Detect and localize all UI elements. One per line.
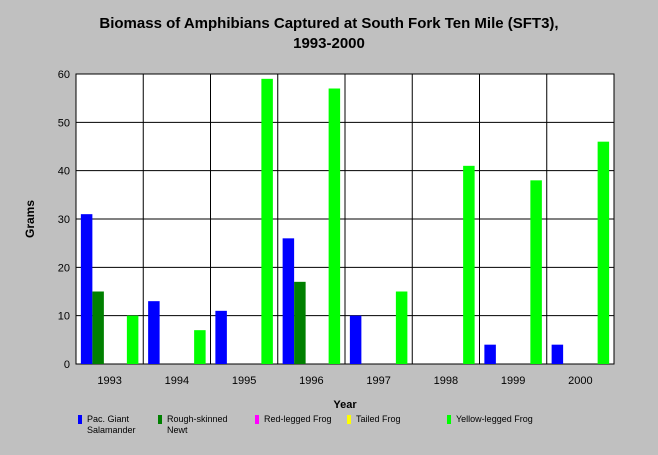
legend-label: Yellow-legged Frog: [456, 414, 533, 424]
bar: [328, 88, 341, 364]
legend: Pac. Giant Salamander Rough-skinned Newt R…: [0, 414, 658, 454]
legend-label: Rough-skinned Newt: [167, 414, 228, 435]
bar: [294, 281, 306, 364]
bar: [395, 291, 408, 364]
y-tick-label: 0: [64, 359, 70, 371]
bar: [349, 315, 362, 364]
legend-swatch: [447, 415, 451, 424]
y-axis-label: Grams: [23, 200, 37, 238]
bar: [80, 214, 93, 364]
y-tick-label: 40: [58, 166, 70, 178]
x-tick-label: 1999: [501, 375, 525, 387]
y-tick-label: 10: [58, 311, 70, 323]
chart-subtitle: 1993-2000: [293, 35, 365, 52]
x-tick-label: 1997: [366, 375, 390, 387]
legend-item-pac-giant-salamander: Pac. Giant Salamander: [78, 414, 136, 436]
legend-label: Red-legged Frog: [264, 414, 332, 424]
bar: [597, 141, 610, 364]
bar: [194, 330, 206, 364]
y-tick-label: 30: [58, 214, 70, 226]
x-tick-label: 2000: [568, 375, 592, 387]
legend-item-yellow-legged-frog: Yellow-legged Frog: [447, 414, 533, 425]
bar: [126, 315, 139, 364]
bar: [261, 78, 273, 364]
legend-swatch: [255, 415, 259, 424]
gridlines: [76, 73, 614, 365]
x-tick-label: 1994: [165, 375, 189, 387]
y-tick-label: 20: [58, 262, 70, 274]
legend-item-tailed-frog: Tailed Frog: [347, 414, 401, 425]
bar: [551, 344, 564, 364]
x-tick-label: 1993: [97, 375, 121, 387]
legend-swatch: [158, 415, 162, 424]
bar: [463, 165, 475, 364]
chart-title: Biomass of Amphibians Captured at South …: [99, 15, 559, 32]
x-tick-label: 1995: [232, 375, 256, 387]
legend-item-red-legged-frog: Red-legged Frog: [255, 414, 332, 425]
bar: [530, 180, 542, 364]
bar: [215, 310, 227, 364]
y-axis: 0 10 20 30 40 50 60: [58, 69, 70, 371]
x-tick-label: 1998: [434, 375, 458, 387]
bar: [282, 238, 295, 364]
x-axis-label: Year: [333, 399, 357, 411]
legend-item-rough-skinned-newt: Rough-skinned Newt: [158, 414, 228, 436]
legend-label: Tailed Frog: [356, 414, 401, 424]
bar: [148, 301, 160, 364]
legend-swatch: [347, 415, 351, 424]
bars-group: [80, 78, 610, 364]
y-tick-label: 50: [58, 117, 70, 129]
bar: [92, 291, 104, 364]
legend-label: Pac. Giant Salamander: [87, 414, 136, 435]
legend-swatch: [78, 415, 82, 424]
x-tick-label: 1996: [299, 375, 323, 387]
x-axis: 1993 1994 1995 1996 1997 1998 1999 2000: [97, 375, 592, 387]
y-tick-label: 60: [58, 69, 70, 81]
bar: [484, 344, 496, 364]
